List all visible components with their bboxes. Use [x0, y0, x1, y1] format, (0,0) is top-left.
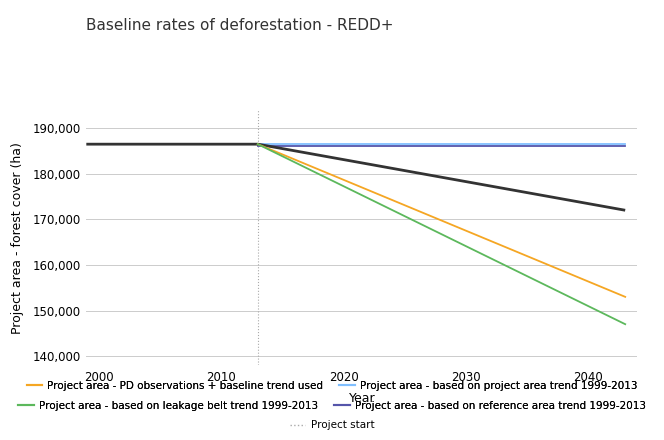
Y-axis label: Project area - forest cover (ha): Project area - forest cover (ha) — [11, 142, 24, 334]
Legend: Project start: Project start — [290, 420, 374, 430]
X-axis label: Year: Year — [349, 392, 375, 405]
Legend: Project area - based on leakage belt trend 1999-2013, Project area - based on re: Project area - based on leakage belt tre… — [19, 400, 645, 411]
Legend: Project area - PD observations + baseline trend used, Project area - based on pr: Project area - PD observations + baselin… — [27, 381, 637, 391]
Text: Baseline rates of deforestation - REDD+: Baseline rates of deforestation - REDD+ — [86, 18, 394, 33]
